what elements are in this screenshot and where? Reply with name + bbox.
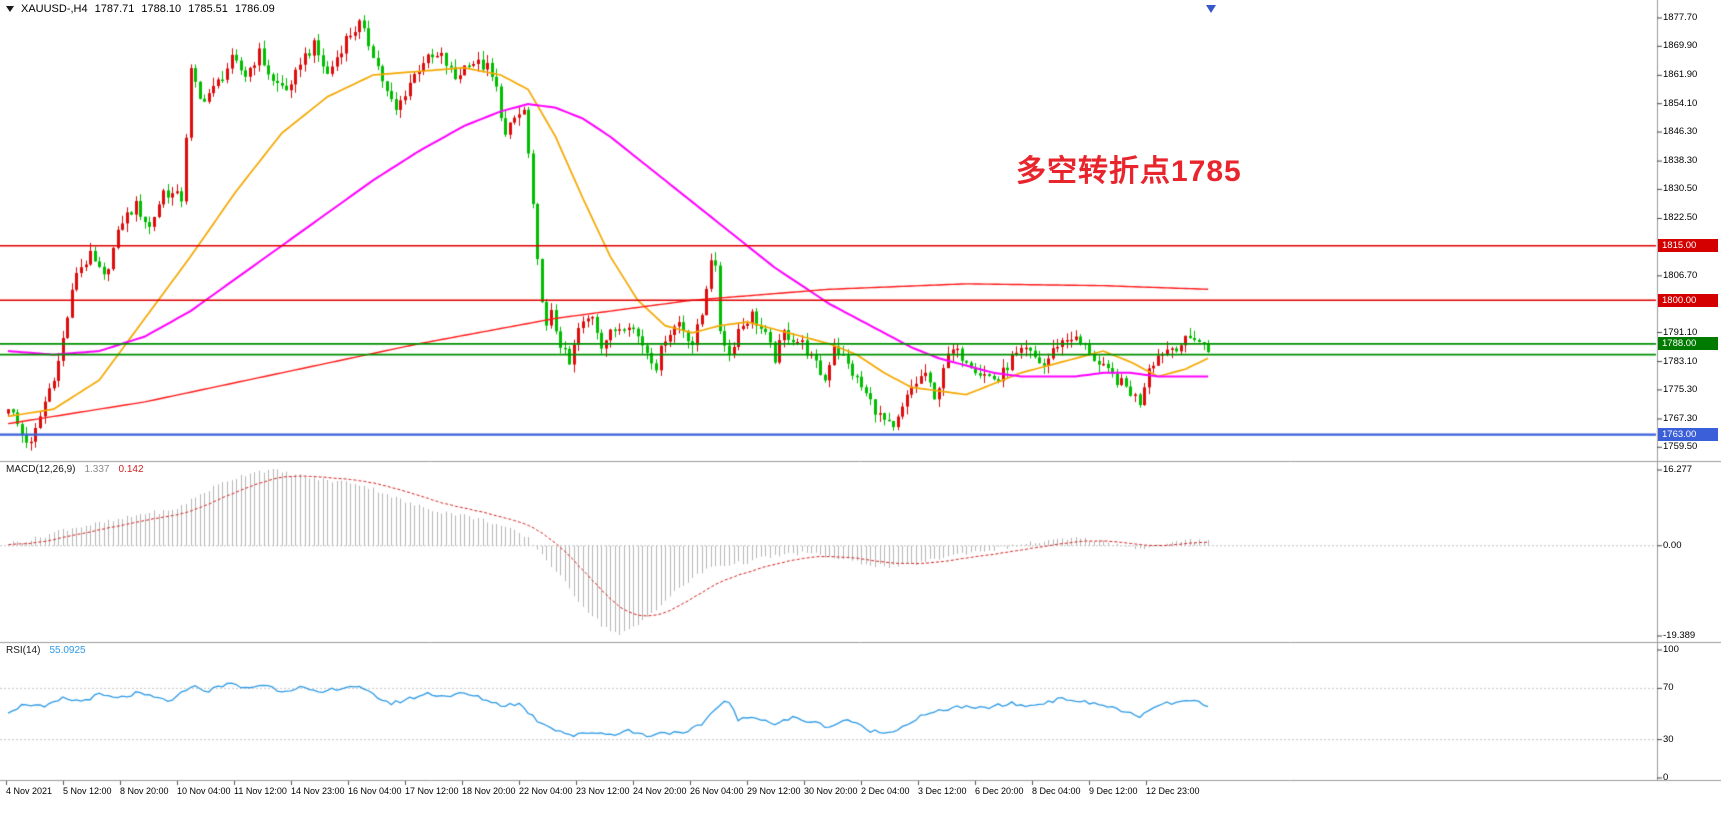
price-line-badge: 1763.00 (1658, 428, 1718, 442)
price-line-badge: 1788.00 (1658, 337, 1718, 351)
time-axis-label: 5 Nov 12:00 (63, 786, 112, 796)
ohlc-high: 1788.10 (141, 3, 182, 15)
rsi-tick-label: 30 (1663, 733, 1674, 745)
annotation-text[interactable]: 多空转折点1785 (1016, 155, 1242, 188)
macd-tick-label: 16.277 (1663, 464, 1693, 475)
macd-name: MACD(12,26,9) (6, 464, 76, 475)
rsi-name: RSI(14) (6, 645, 41, 656)
price-tick-label: 1877.70 (1663, 11, 1698, 23)
rsi-value: 55.0925 (49, 645, 86, 656)
time-axis-label: 16 Nov 04:00 (348, 786, 402, 796)
macd-tick-label: 0.00 (1663, 539, 1682, 551)
price-tick-label: 1854.10 (1663, 97, 1698, 109)
symbol-menu-icon (6, 6, 14, 12)
macd-main-value: 1.337 (84, 464, 110, 475)
time-axis-label: 9 Dec 12:00 (1089, 786, 1138, 796)
macd-tick-label: -19.389 (1663, 630, 1696, 641)
time-axis-label: 23 Nov 12:00 (576, 786, 630, 796)
rsi-tick-label: 70 (1663, 682, 1674, 694)
time-axis-label: 8 Dec 04:00 (1032, 786, 1081, 796)
price-tick-label: 1822.50 (1663, 212, 1698, 224)
time-axis-label: 12 Dec 23:00 (1146, 786, 1200, 796)
time-axis-label: 6 Dec 20:00 (975, 786, 1024, 796)
macd-indicator-label: MACD(12,26,9) 1.337 0.142 (6, 464, 144, 475)
price-tick-label: 1783.10 (1663, 355, 1698, 367)
price-tick-label: 1830.50 (1663, 183, 1698, 195)
price-tick-label: 1861.90 (1663, 69, 1698, 81)
time-axis-label: 30 Nov 20:00 (804, 786, 858, 796)
price-line-badge: 1800.00 (1658, 293, 1718, 307)
price-tick-label: 1846.30 (1663, 126, 1698, 138)
time-axis-label: 14 Nov 23:00 (291, 786, 345, 796)
price-tick-label: 1838.30 (1663, 155, 1698, 167)
price-line-badge: 1815.00 (1658, 239, 1718, 253)
time-axis-label: 22 Nov 04:00 (519, 786, 573, 796)
time-axis-label: 24 Nov 20:00 (633, 786, 687, 796)
ohlc-open: 1787.71 (94, 3, 135, 15)
rsi-tick-label: 0 (1663, 772, 1669, 783)
price-tick-label: 1775.30 (1663, 383, 1698, 395)
time-axis-label: 2 Dec 04:00 (861, 786, 910, 796)
time-axis-label: 26 Nov 04:00 (690, 786, 744, 796)
time-axis-label: 29 Nov 12:00 (747, 786, 801, 796)
price-tick-label: 1806.70 (1663, 269, 1698, 281)
ohlc-close: 1786.09 (234, 3, 275, 15)
time-axis-label: 4 Nov 2021 (6, 786, 53, 796)
price-tick-label: 1869.90 (1663, 40, 1698, 52)
time-axis-label: 18 Nov 20:00 (462, 786, 516, 796)
time-axis-label: 8 Nov 20:00 (120, 786, 169, 796)
ohlc-low: 1785.51 (188, 3, 228, 15)
time-axis-label: 3 Dec 12:00 (918, 786, 967, 796)
symbol-period-label: XAUUSD-,H4 (21, 3, 88, 15)
macd-signal-value: 0.142 (118, 464, 144, 475)
chart-header: XAUUSD-,H4 1787.71 1788.10 1785.51 1786.… (6, 3, 275, 15)
chart-shift-marker-icon (1206, 5, 1216, 13)
price-tick-label: 1759.50 (1663, 441, 1698, 453)
time-axis-label: 10 Nov 04:00 (177, 786, 231, 796)
time-axis-label: 11 Nov 12:00 (234, 786, 287, 796)
rsi-indicator-label: RSI(14) 55.0925 (6, 645, 86, 656)
time-axis-label: 17 Nov 12:00 (405, 786, 459, 796)
rsi-tick-label: 100 (1663, 644, 1679, 655)
price-tick-label: 1767.30 (1663, 412, 1698, 424)
price-tick-label: 1791.10 (1663, 326, 1698, 338)
